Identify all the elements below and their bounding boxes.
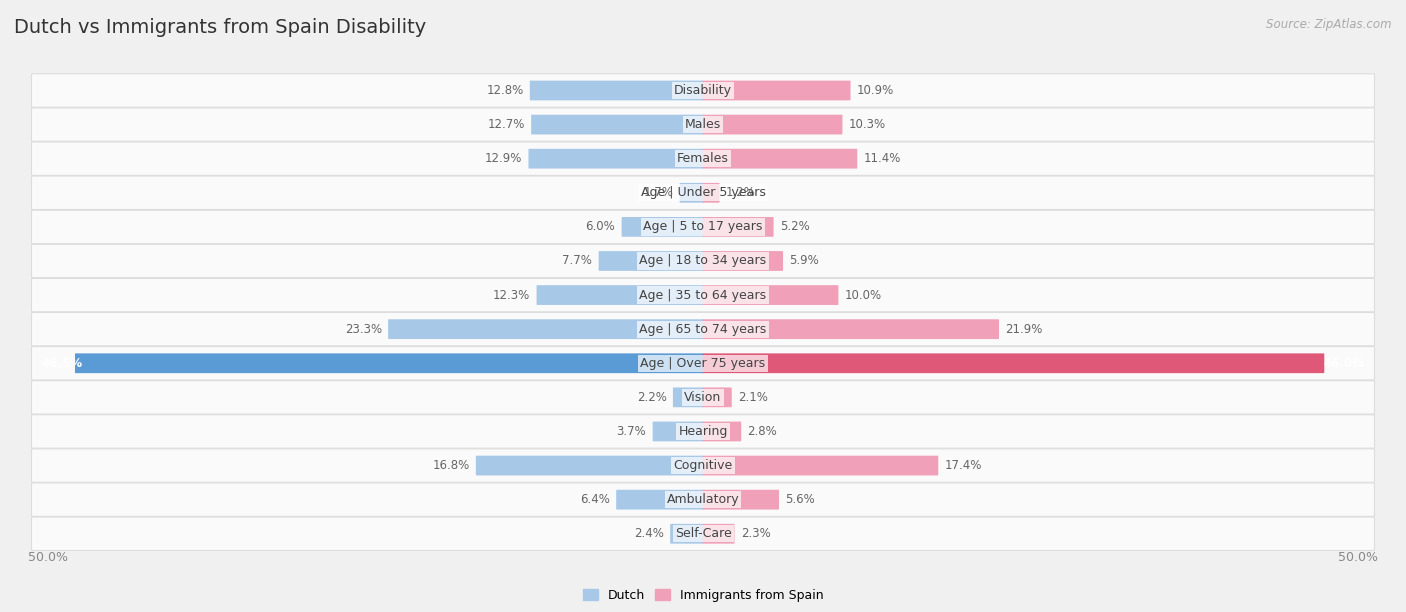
Text: Vision: Vision xyxy=(685,391,721,404)
FancyBboxPatch shape xyxy=(31,483,1375,517)
Text: Age | 65 to 74 years: Age | 65 to 74 years xyxy=(640,323,766,335)
Text: 12.8%: 12.8% xyxy=(486,84,523,97)
Text: 10.9%: 10.9% xyxy=(856,84,894,97)
FancyBboxPatch shape xyxy=(530,81,703,100)
FancyBboxPatch shape xyxy=(529,149,703,168)
Text: 7.7%: 7.7% xyxy=(562,255,592,267)
Text: Age | 5 to 17 years: Age | 5 to 17 years xyxy=(644,220,762,233)
FancyBboxPatch shape xyxy=(31,449,1375,482)
FancyBboxPatch shape xyxy=(703,353,1324,373)
FancyBboxPatch shape xyxy=(31,108,1375,141)
FancyBboxPatch shape xyxy=(703,114,842,135)
Text: 5.9%: 5.9% xyxy=(789,255,820,267)
FancyBboxPatch shape xyxy=(31,517,1375,550)
Text: 10.0%: 10.0% xyxy=(845,289,882,302)
FancyBboxPatch shape xyxy=(673,387,703,407)
Legend: Dutch, Immigrants from Spain: Dutch, Immigrants from Spain xyxy=(578,584,828,606)
FancyBboxPatch shape xyxy=(652,422,703,441)
Text: 5.6%: 5.6% xyxy=(786,493,815,506)
Text: 1.2%: 1.2% xyxy=(725,186,756,200)
Text: Source: ZipAtlas.com: Source: ZipAtlas.com xyxy=(1267,18,1392,31)
Text: 5.2%: 5.2% xyxy=(780,220,810,233)
Text: 50.0%: 50.0% xyxy=(28,551,67,564)
FancyBboxPatch shape xyxy=(679,183,703,203)
Text: Males: Males xyxy=(685,118,721,131)
FancyBboxPatch shape xyxy=(31,74,1375,107)
Text: Disability: Disability xyxy=(673,84,733,97)
Text: 2.8%: 2.8% xyxy=(748,425,778,438)
Text: Age | Under 5 years: Age | Under 5 years xyxy=(641,186,765,200)
FancyBboxPatch shape xyxy=(537,285,703,305)
FancyBboxPatch shape xyxy=(703,183,720,203)
FancyBboxPatch shape xyxy=(703,422,741,441)
Text: 2.3%: 2.3% xyxy=(741,528,770,540)
FancyBboxPatch shape xyxy=(31,244,1375,278)
FancyBboxPatch shape xyxy=(703,319,1000,339)
Text: 6.4%: 6.4% xyxy=(581,493,610,506)
Text: 21.9%: 21.9% xyxy=(1005,323,1043,335)
Text: 2.1%: 2.1% xyxy=(738,391,768,404)
Text: Hearing: Hearing xyxy=(678,425,728,438)
Text: 46.5%: 46.5% xyxy=(42,357,83,370)
Text: 12.3%: 12.3% xyxy=(494,289,530,302)
FancyBboxPatch shape xyxy=(703,81,851,100)
Text: 17.4%: 17.4% xyxy=(945,459,981,472)
Text: 3.7%: 3.7% xyxy=(617,425,647,438)
Text: 2.4%: 2.4% xyxy=(634,528,664,540)
Text: Ambulatory: Ambulatory xyxy=(666,493,740,506)
FancyBboxPatch shape xyxy=(599,251,703,271)
Text: Age | 35 to 64 years: Age | 35 to 64 years xyxy=(640,289,766,302)
Text: 16.8%: 16.8% xyxy=(432,459,470,472)
FancyBboxPatch shape xyxy=(31,381,1375,414)
Text: Age | Over 75 years: Age | Over 75 years xyxy=(641,357,765,370)
FancyBboxPatch shape xyxy=(703,149,858,168)
FancyBboxPatch shape xyxy=(671,524,703,543)
FancyBboxPatch shape xyxy=(475,456,703,476)
Text: 2.2%: 2.2% xyxy=(637,391,666,404)
FancyBboxPatch shape xyxy=(703,285,838,305)
Text: 50.0%: 50.0% xyxy=(1339,551,1378,564)
Text: Self-Care: Self-Care xyxy=(675,528,731,540)
FancyBboxPatch shape xyxy=(31,346,1375,380)
FancyBboxPatch shape xyxy=(31,210,1375,244)
Text: 46.0%: 46.0% xyxy=(1323,357,1364,370)
Text: Females: Females xyxy=(678,152,728,165)
Text: Dutch vs Immigrants from Spain Disability: Dutch vs Immigrants from Spain Disabilit… xyxy=(14,18,426,37)
Text: Cognitive: Cognitive xyxy=(673,459,733,472)
FancyBboxPatch shape xyxy=(621,217,703,237)
Text: 10.3%: 10.3% xyxy=(849,118,886,131)
Text: Age | 18 to 34 years: Age | 18 to 34 years xyxy=(640,255,766,267)
FancyBboxPatch shape xyxy=(31,415,1375,448)
Text: 12.9%: 12.9% xyxy=(485,152,522,165)
FancyBboxPatch shape xyxy=(616,490,703,510)
Text: 23.3%: 23.3% xyxy=(344,323,382,335)
FancyBboxPatch shape xyxy=(75,353,703,373)
FancyBboxPatch shape xyxy=(31,176,1375,209)
FancyBboxPatch shape xyxy=(31,142,1375,176)
FancyBboxPatch shape xyxy=(31,313,1375,346)
FancyBboxPatch shape xyxy=(703,387,731,407)
FancyBboxPatch shape xyxy=(531,114,703,135)
FancyBboxPatch shape xyxy=(703,456,938,476)
Text: 12.7%: 12.7% xyxy=(488,118,524,131)
FancyBboxPatch shape xyxy=(703,490,779,510)
Text: 6.0%: 6.0% xyxy=(585,220,616,233)
FancyBboxPatch shape xyxy=(703,524,734,543)
FancyBboxPatch shape xyxy=(31,278,1375,312)
FancyBboxPatch shape xyxy=(388,319,703,339)
Text: 11.4%: 11.4% xyxy=(863,152,901,165)
FancyBboxPatch shape xyxy=(703,217,773,237)
Text: 1.7%: 1.7% xyxy=(644,186,673,200)
FancyBboxPatch shape xyxy=(703,251,783,271)
